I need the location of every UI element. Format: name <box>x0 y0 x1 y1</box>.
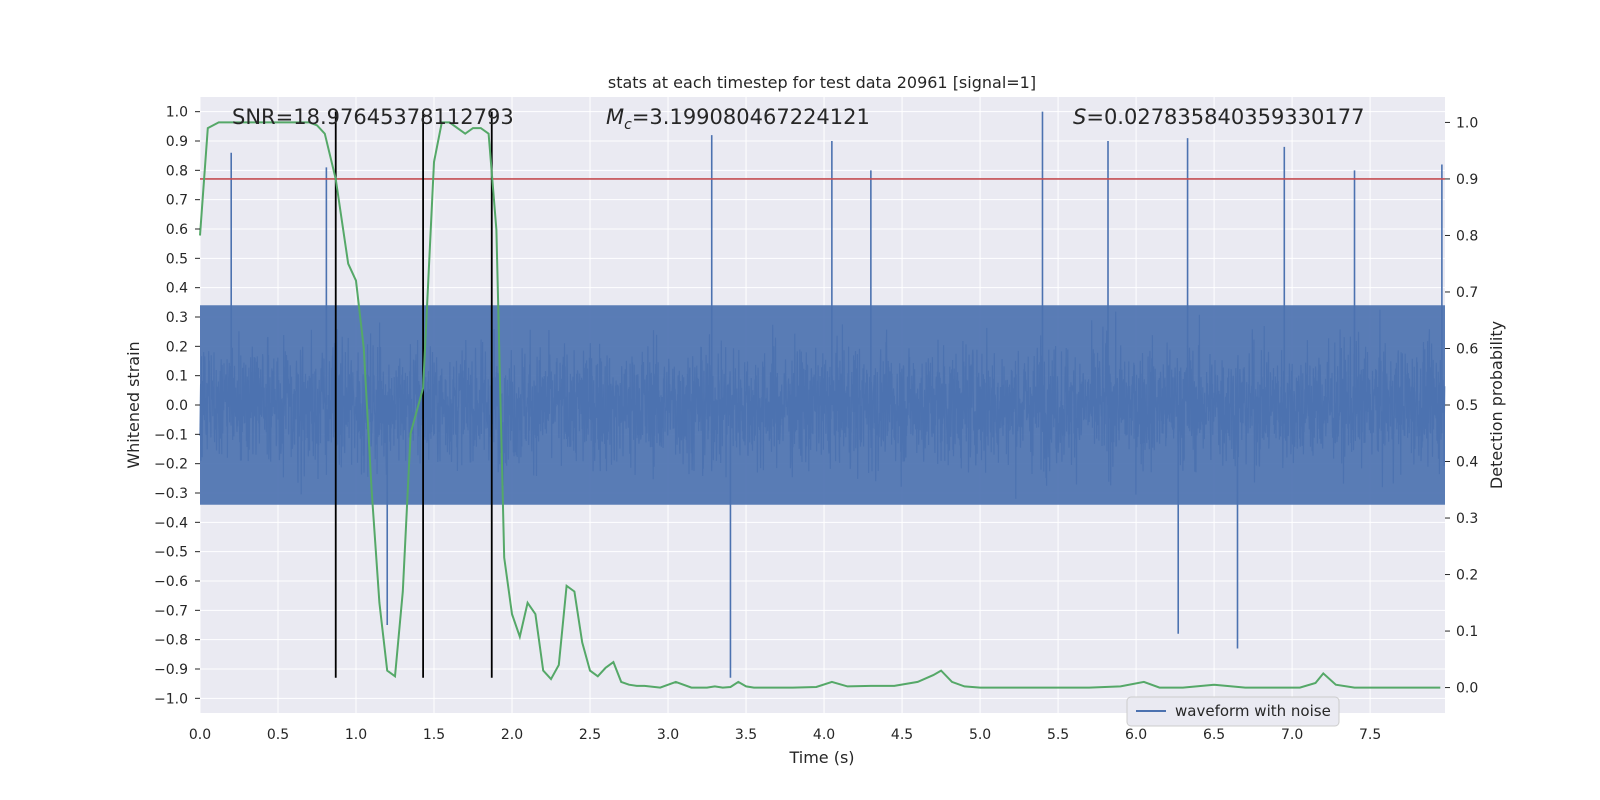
left-tick-label: −0.6 <box>154 574 188 590</box>
left-tick-label: −0.2 <box>154 457 188 473</box>
x-tick-label: 2.0 <box>501 727 523 743</box>
left-tick-label: 0.7 <box>166 193 188 209</box>
s-value: =0.027835840359330177 <box>1086 105 1364 129</box>
left-tick-label: 0.6 <box>166 222 188 238</box>
s-annotation: S=0.027835840359330177 <box>1073 105 1364 129</box>
legend-box <box>1126 696 1340 727</box>
chart-title: stats at each timestep for test data 209… <box>608 73 1036 92</box>
strain-series <box>199 111 1446 678</box>
left-tick-label: 0.5 <box>166 251 188 267</box>
left-tick-label: −0.4 <box>154 515 188 531</box>
left-tick-label: −0.5 <box>154 545 188 561</box>
left-tick-label: 0.8 <box>166 163 188 179</box>
right-tick-label: 0.7 <box>1456 285 1478 301</box>
left-tick-label: −1.0 <box>154 691 188 707</box>
reference-lines <box>200 111 1445 678</box>
x-tick-label: 2.5 <box>579 727 601 743</box>
left-tick-label: 0.4 <box>166 281 188 297</box>
left-tick-label: −0.1 <box>154 427 188 443</box>
right-tick-label: 0.2 <box>1456 568 1478 584</box>
left-tick-label: −0.3 <box>154 486 188 502</box>
x-tick-label: 5.5 <box>1047 727 1069 743</box>
left-tick-label: 1.0 <box>166 105 188 121</box>
left-tick-label: −0.9 <box>154 662 188 678</box>
left-tick-label: 0.1 <box>166 369 188 385</box>
x-tick-label: 1.0 <box>345 727 367 743</box>
probability-series <box>199 121 1441 689</box>
chirp-mass-symbol: M <box>606 105 624 129</box>
x-tick-label: 3.5 <box>735 727 757 743</box>
right-tick-label: 0.6 <box>1456 341 1478 357</box>
y-axis-label-right: Detection probability <box>1487 321 1506 489</box>
x-tick-label: 6.5 <box>1203 727 1225 743</box>
x-tick-label: 1.5 <box>423 727 445 743</box>
x-tick-label: 4.0 <box>813 727 835 743</box>
x-axis-ticks: 0.0 0.5 1.0 1.5 2.0 2.5 3.0 3.5 4.0 4.5 5.0 5.5 6.0 6… <box>189 727 1381 743</box>
right-tick-label: 0.3 <box>1456 511 1478 527</box>
x-tick-label: 5.0 <box>969 727 991 743</box>
left-tick-label: 0.0 <box>166 398 188 414</box>
right-tick-label: 0.8 <box>1456 228 1478 244</box>
left-tick-label: 0.9 <box>166 134 188 150</box>
right-tick-label: 0.1 <box>1456 624 1478 640</box>
right-tick-label: 0.9 <box>1456 172 1478 188</box>
x-tick-label: 7.5 <box>1359 727 1381 743</box>
x-tick-label: 3.0 <box>657 727 679 743</box>
x-axis-label: Time (s) <box>788 748 854 767</box>
chirp-mass-annotation: Mc=3.199080467224121 <box>606 105 870 133</box>
snr-annotation: SNR=18.97645378112793 <box>232 105 514 129</box>
chirp-mass-value: =3.199080467224121 <box>632 105 870 129</box>
x-tick-label: 0.5 <box>267 727 289 743</box>
right-tick-label: 0.0 <box>1456 681 1478 697</box>
left-tick-label: 0.2 <box>166 339 188 355</box>
left-tick-label: 0.3 <box>166 310 188 326</box>
right-tick-label: 0.5 <box>1456 398 1478 414</box>
chirp-mass-subscript: c <box>624 117 632 133</box>
x-tick-label: 4.5 <box>891 727 913 743</box>
y-axis-label-left: Whitened strain <box>124 341 143 468</box>
right-tick-label: 1.0 <box>1456 115 1478 131</box>
x-tick-label: 6.0 <box>1125 727 1147 743</box>
legend: waveform with noise <box>1126 696 1340 727</box>
x-tick-label: 0.0 <box>189 727 211 743</box>
x-tick-label: 7.0 <box>1281 727 1303 743</box>
s-symbol: S <box>1073 105 1086 129</box>
right-axis-ticks: 1.0 0.9 0.8 0.7 0.6 0.5 0.4 0.3 0.2 0.1 0.0 <box>1445 115 1478 697</box>
legend-label: waveform with noise <box>1175 702 1331 720</box>
left-axis-ticks: 1.0 0.9 0.8 0.7 0.6 0.5 0.4 0.3 0.2 0.1 0.0 −0.1 −0.… <box>154 105 200 707</box>
left-tick-label: −0.7 <box>154 603 188 619</box>
left-tick-label: −0.8 <box>154 633 188 649</box>
detection-probability-line <box>199 121 1441 689</box>
right-tick-label: 0.4 <box>1456 455 1478 471</box>
